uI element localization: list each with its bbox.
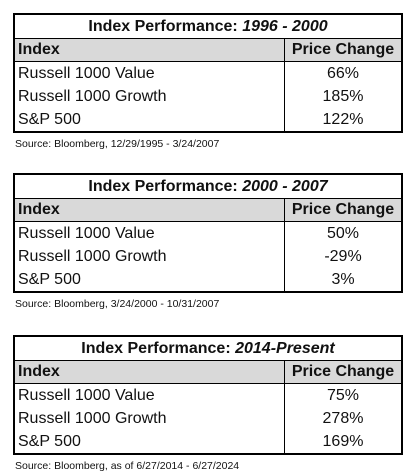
performance-table-1996-2000: Index Performance: 1996 - 2000 Index Pri… [13, 13, 403, 150]
source-note: Source: Bloomberg, 12/29/1995 - 3/24/200… [15, 138, 220, 150]
table-title: Index Performance: 2014-Present [15, 337, 401, 361]
performance-table-2000-2007: Index Performance: 2000 - 2007 Index Pri… [13, 173, 403, 310]
table-header-row: Index Price Change [15, 361, 401, 384]
table-row: Russell 1000 Value 50% [15, 222, 401, 245]
table-title: Index Performance: 1996 - 2000 [15, 15, 401, 39]
price-change: 3% [331, 271, 355, 288]
header-price-change: Price Change [291, 41, 395, 58]
table-header-row: Index Price Change [15, 199, 401, 222]
table-frame: Index Performance: 2014-Present Index Pr… [13, 335, 403, 455]
table-row: Russell 1000 Value 75% [15, 384, 401, 407]
price-change: 185% [322, 88, 364, 105]
header-index: Index [15, 199, 285, 221]
header-price-change: Price Change [291, 363, 395, 380]
table-header-row: Index Price Change [15, 39, 401, 62]
index-name: Russell 1000 Value [15, 222, 285, 245]
title-period: 2014-Present [235, 340, 335, 357]
price-change: -29% [324, 248, 362, 265]
table-title: Index Performance: 2000 - 2007 [15, 175, 401, 199]
price-change: 169% [322, 433, 364, 450]
index-name: Russell 1000 Value [15, 62, 285, 85]
title-prefix: Index Performance: [81, 340, 236, 357]
price-change: 50% [326, 225, 360, 242]
table-row: S&P 500 3% [15, 268, 401, 291]
price-change: 278% [322, 410, 364, 427]
header-index: Index [15, 361, 285, 383]
price-change: 66% [326, 65, 360, 82]
table-frame: Index Performance: 2000 - 2007 Index Pri… [13, 173, 403, 293]
index-name: S&P 500 [15, 430, 285, 453]
header-index: Index [15, 39, 285, 61]
index-name: S&P 500 [15, 108, 285, 131]
index-name: Russell 1000 Growth [15, 407, 285, 430]
title-period: 2000 - 2007 [242, 178, 328, 195]
table-row: Russell 1000 Growth 278% [15, 407, 401, 430]
header-price-change: Price Change [291, 201, 395, 218]
title-prefix: Index Performance: [88, 178, 243, 195]
table-row: S&P 500 169% [15, 430, 401, 453]
title-prefix: Index Performance: [88, 18, 243, 35]
index-name: Russell 1000 Value [15, 384, 285, 407]
table-row: Russell 1000 Growth -29% [15, 245, 401, 268]
index-name: S&P 500 [15, 268, 285, 291]
price-change: 75% [326, 387, 360, 404]
performance-table-2014-present: Index Performance: 2014-Present Index Pr… [13, 335, 403, 472]
table-row: Russell 1000 Growth 185% [15, 85, 401, 108]
table-frame: Index Performance: 1996 - 2000 Index Pri… [13, 13, 403, 133]
price-change: 122% [322, 111, 364, 128]
index-name: Russell 1000 Growth [15, 85, 285, 108]
source-note: Source: Bloomberg, as of 6/27/2014 - 6/2… [15, 460, 240, 472]
title-period: 1996 - 2000 [242, 18, 328, 35]
table-row: S&P 500 122% [15, 108, 401, 131]
index-name: Russell 1000 Growth [15, 245, 285, 268]
table-row: Russell 1000 Value 66% [15, 62, 401, 85]
source-note: Source: Bloomberg, 3/24/2000 - 10/31/200… [15, 298, 220, 310]
